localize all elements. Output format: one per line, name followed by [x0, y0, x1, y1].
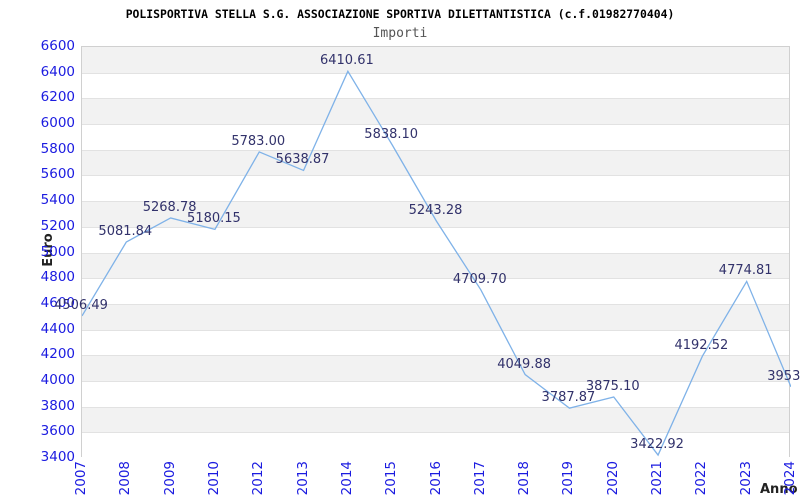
plot-band	[82, 201, 789, 227]
x-tick-label: 2013	[294, 461, 311, 496]
gridline	[82, 432, 789, 434]
y-tick-label: 3400	[40, 449, 75, 465]
plot-band	[82, 47, 789, 73]
x-tick-label: 2023	[737, 461, 754, 496]
y-tick-label: 5800	[40, 140, 75, 157]
y-tick-label: 5000	[40, 243, 75, 260]
x-tick-label: 2009	[161, 461, 178, 496]
x-tick-label: 2020	[604, 461, 621, 496]
y-tick-label: 4400	[40, 320, 75, 337]
data-point-label: 3422.92	[630, 437, 684, 453]
data-point-label: 5838.10	[364, 126, 419, 142]
plot-band	[82, 149, 789, 176]
plot-band	[82, 278, 789, 304]
y-tick-label: 4000	[40, 371, 75, 388]
data-point-label: 5783.00	[231, 133, 286, 149]
x-tick-label: 2014	[338, 461, 355, 496]
gridline	[82, 380, 789, 382]
x-tick-label: 2010	[205, 461, 222, 496]
gridline	[82, 278, 789, 280]
plot-area	[81, 46, 791, 458]
gridline	[82, 98, 789, 100]
plot-band	[82, 406, 789, 433]
data-point-label: 4192.52	[674, 338, 729, 354]
plot-band	[82, 252, 789, 279]
y-tick-label: 4800	[40, 269, 75, 286]
y-tick-label: 5600	[40, 166, 75, 183]
data-point-label: 3953.6	[767, 368, 800, 384]
y-tick-label: 6400	[40, 63, 75, 80]
plot-band	[82, 380, 789, 407]
gridline	[82, 226, 789, 228]
plot-band	[82, 329, 789, 356]
data-point-label: 5268.78	[142, 199, 197, 215]
x-tick-label: 2008	[117, 461, 134, 496]
plot-band	[82, 226, 789, 253]
gridline	[82, 124, 789, 126]
x-tick-label: 2018	[516, 461, 533, 496]
gridline	[82, 329, 789, 331]
x-tick-label: 2022	[693, 461, 710, 496]
gridline	[82, 406, 789, 408]
gridline	[82, 303, 789, 305]
series-line-canvas	[82, 69, 791, 457]
gridline	[82, 72, 789, 74]
x-axis-title: Anno	[760, 482, 798, 497]
plot-band	[82, 72, 789, 99]
gridline	[82, 355, 789, 357]
y-tick-label: 3600	[40, 423, 75, 440]
data-point-label: 6410.61	[319, 53, 374, 69]
x-tick-label: 2007	[73, 461, 89, 496]
y-tick-label: 5200	[40, 217, 75, 234]
x-tick-label: 2021	[649, 461, 666, 496]
data-point-label: 4049.88	[497, 356, 552, 372]
gridline	[82, 149, 789, 151]
chart-subtitle: Importi	[372, 26, 428, 41]
plot-band	[82, 303, 789, 330]
y-tick-label: 6200	[40, 89, 75, 106]
data-point-label: 3787.87	[541, 390, 596, 406]
x-tick-label: 2019	[560, 461, 577, 496]
y-tick-label: 4600	[40, 294, 75, 311]
gridline	[82, 175, 789, 177]
data-point-label: 5081.84	[98, 223, 153, 239]
data-point-label: 5243.28	[408, 203, 463, 219]
plot-band	[82, 175, 789, 202]
plot-band	[82, 124, 789, 150]
x-tick-label: 2016	[427, 461, 444, 496]
y-tick-label: 5400	[40, 192, 75, 209]
plot-band	[82, 432, 789, 458]
y-tick-label: 3800	[40, 397, 75, 414]
series-line	[82, 69, 791, 457]
data-point-label: 3875.10	[585, 378, 640, 394]
data-point-label: 5638.87	[275, 152, 330, 168]
y-tick-label: 4200	[40, 346, 75, 363]
data-point-label: 4506.49	[54, 297, 108, 313]
data-point-label: 5180.15	[187, 211, 241, 227]
x-tick-label: 2017	[471, 461, 488, 496]
y-tick-label: 6600	[40, 38, 75, 54]
plot-band	[82, 98, 789, 125]
plot-band	[82, 355, 789, 381]
data-point-label: 4774.81	[718, 263, 773, 279]
gridline	[82, 252, 789, 254]
chart-title: POLISPORTIVA STELLA S.G. ASSOCIAZIONE SP…	[125, 7, 675, 21]
x-tick-label: 2012	[250, 461, 267, 496]
data-point-label: 4709.70	[452, 271, 507, 287]
x-tick-label: 2024	[782, 461, 798, 496]
y-tick-label: 6000	[40, 115, 75, 132]
x-tick-label: 2015	[383, 461, 400, 496]
gridline	[82, 201, 789, 203]
